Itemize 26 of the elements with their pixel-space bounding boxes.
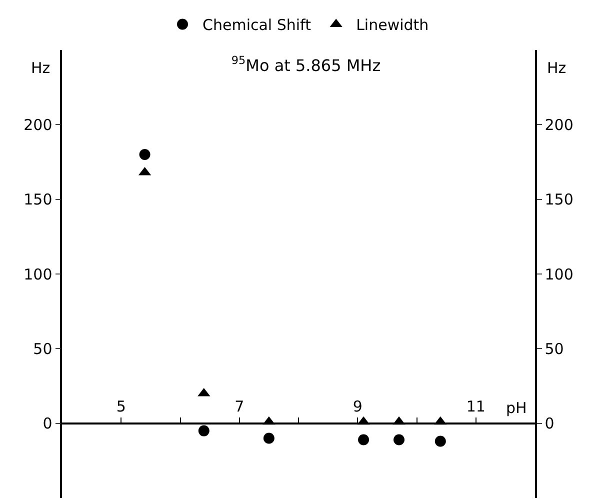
x-axis-title: pH [506, 399, 527, 417]
point [394, 434, 405, 446]
y-tick-label: 50 [33, 340, 52, 358]
y2-tick-label: 150 [544, 190, 574, 209]
point [434, 436, 446, 447]
x-tick-label: 9 [352, 398, 362, 416]
point [358, 434, 370, 446]
y-tick-label: 200 [24, 116, 52, 134]
y2-tick-label: 100 [544, 265, 574, 284]
y2-tick-label: 200 [544, 116, 574, 134]
y-tick-label: 0 [42, 414, 52, 433]
chart-title: $^{95}$Mo at 5.865 MHz [231, 54, 381, 75]
x-tick-label: 5 [116, 398, 126, 416]
point [198, 425, 210, 436]
point [139, 149, 150, 160]
legend-label: Linewidth [356, 16, 429, 34]
y-axis-title: Hz [31, 59, 50, 77]
x-tick-label: 7 [234, 398, 244, 416]
y2-tick-label: 50 [544, 340, 564, 358]
y2-tick-label: 0 [544, 414, 554, 433]
y-tick-label: 150 [24, 190, 52, 209]
x-tick-label: 11 [466, 398, 486, 416]
y-tick-label: 100 [24, 265, 52, 284]
point [263, 432, 274, 444]
y2-axis-title: Hz [547, 59, 566, 77]
legend-label: Chemical Shift [202, 16, 312, 34]
